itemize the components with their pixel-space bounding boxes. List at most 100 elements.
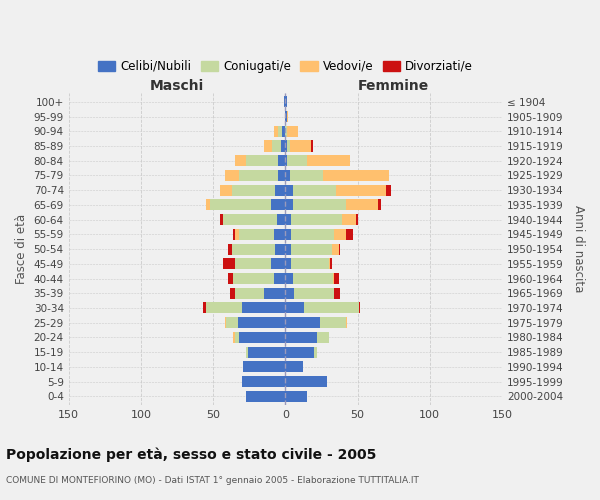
Bar bbox=[224, 170, 239, 181]
Bar bbox=[203, 302, 206, 314]
Bar bbox=[286, 244, 291, 254]
Bar bbox=[238, 317, 286, 328]
Bar bbox=[286, 170, 290, 181]
Bar bbox=[286, 376, 327, 387]
Bar bbox=[286, 258, 291, 270]
Bar bbox=[334, 229, 346, 240]
Bar bbox=[242, 302, 286, 314]
Text: Maschi: Maschi bbox=[150, 79, 204, 93]
Bar bbox=[278, 170, 286, 181]
Bar bbox=[294, 288, 334, 299]
Bar bbox=[232, 184, 275, 196]
Bar bbox=[293, 200, 346, 210]
Bar bbox=[378, 200, 381, 210]
Bar bbox=[287, 140, 290, 151]
Y-axis label: Fasce di età: Fasce di età bbox=[15, 214, 28, 284]
Bar bbox=[334, 273, 339, 284]
Bar bbox=[286, 229, 291, 240]
Text: COMUNE DI MONTEFIORINO (MO) - Dati ISTAT 1° gennaio 2005 - Elaborazione TUTTITAL: COMUNE DI MONTEFIORINO (MO) - Dati ISTAT… bbox=[6, 476, 419, 485]
Bar bbox=[286, 155, 287, 166]
Bar bbox=[320, 317, 346, 328]
Bar bbox=[291, 258, 329, 270]
Bar bbox=[317, 332, 329, 343]
Bar bbox=[334, 288, 340, 299]
Y-axis label: Anni di nascita: Anni di nascita bbox=[572, 206, 585, 293]
Bar bbox=[290, 170, 323, 181]
Bar bbox=[332, 244, 339, 254]
Bar bbox=[272, 140, 281, 151]
Bar bbox=[227, 244, 232, 254]
Bar bbox=[329, 258, 330, 270]
Bar bbox=[314, 346, 317, 358]
Bar bbox=[220, 214, 223, 225]
Bar bbox=[275, 184, 286, 196]
Bar bbox=[286, 111, 287, 122]
Bar bbox=[220, 184, 232, 196]
Bar bbox=[274, 229, 286, 240]
Bar bbox=[286, 140, 287, 151]
Bar bbox=[342, 214, 356, 225]
Bar bbox=[346, 317, 347, 328]
Bar bbox=[230, 288, 235, 299]
Bar bbox=[233, 273, 274, 284]
Bar bbox=[291, 214, 342, 225]
Bar bbox=[286, 288, 294, 299]
Bar bbox=[304, 302, 359, 314]
Bar bbox=[311, 140, 313, 151]
Bar bbox=[274, 273, 286, 284]
Bar bbox=[271, 258, 286, 270]
Bar bbox=[247, 155, 278, 166]
Bar bbox=[227, 273, 233, 284]
Bar bbox=[286, 317, 320, 328]
Bar bbox=[286, 214, 291, 225]
Bar bbox=[244, 362, 286, 372]
Bar bbox=[232, 244, 275, 254]
Bar bbox=[223, 214, 277, 225]
Bar bbox=[239, 229, 274, 240]
Bar bbox=[323, 170, 389, 181]
Text: Popolazione per età, sesso e stato civile - 2005: Popolazione per età, sesso e stato civil… bbox=[6, 448, 376, 462]
Bar bbox=[206, 302, 242, 314]
Bar bbox=[286, 200, 293, 210]
Bar bbox=[346, 200, 378, 210]
Bar bbox=[291, 229, 334, 240]
Bar bbox=[242, 376, 286, 387]
Bar bbox=[224, 317, 226, 328]
Bar bbox=[281, 140, 286, 151]
Bar bbox=[333, 273, 334, 284]
Bar bbox=[293, 184, 336, 196]
Bar bbox=[235, 332, 239, 343]
Bar bbox=[386, 184, 391, 196]
Bar bbox=[233, 332, 235, 343]
Bar bbox=[248, 346, 286, 358]
Bar bbox=[286, 302, 304, 314]
Text: Femmine: Femmine bbox=[358, 79, 430, 93]
Bar bbox=[293, 273, 333, 284]
Bar bbox=[286, 273, 293, 284]
Bar bbox=[356, 214, 358, 225]
Bar bbox=[226, 317, 238, 328]
Bar bbox=[291, 244, 332, 254]
Bar bbox=[235, 155, 247, 166]
Bar bbox=[286, 126, 287, 137]
Bar bbox=[286, 362, 302, 372]
Bar bbox=[286, 391, 307, 402]
Bar bbox=[235, 229, 239, 240]
Bar bbox=[239, 170, 278, 181]
Bar bbox=[287, 111, 288, 122]
Bar bbox=[223, 258, 235, 270]
Bar bbox=[339, 244, 340, 254]
Bar bbox=[247, 391, 286, 402]
Bar bbox=[283, 126, 286, 137]
Bar bbox=[235, 288, 263, 299]
Bar bbox=[239, 332, 286, 343]
Bar bbox=[263, 140, 272, 151]
Bar bbox=[247, 346, 248, 358]
Bar bbox=[330, 258, 332, 270]
Bar bbox=[278, 155, 286, 166]
Bar bbox=[287, 155, 307, 166]
Bar bbox=[274, 126, 278, 137]
Bar bbox=[210, 200, 271, 210]
Bar bbox=[271, 200, 286, 210]
Bar bbox=[286, 184, 293, 196]
